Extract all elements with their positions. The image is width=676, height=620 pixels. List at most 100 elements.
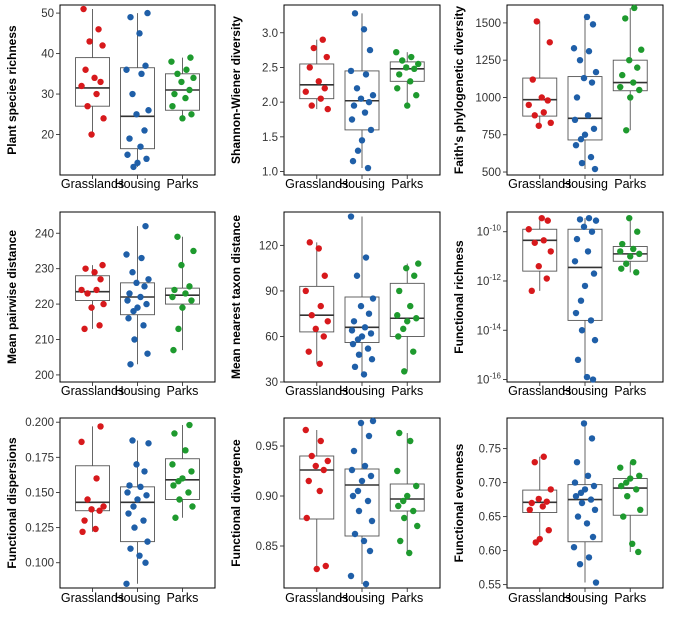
category-label-parks: Parks (166, 177, 198, 191)
point-housing (130, 163, 137, 171)
point-housing (365, 98, 373, 106)
point-grasslands (78, 286, 85, 294)
point-grasslands (529, 76, 536, 83)
point-grasslands (532, 539, 539, 546)
y-axis-label: Mean pairwise distance (5, 230, 19, 364)
point-housing (367, 472, 375, 480)
point-parks (399, 57, 406, 64)
point-parks (627, 94, 634, 101)
point-housing (353, 272, 361, 279)
point-housing (590, 125, 598, 132)
y-tick-label: 0.100 (25, 558, 54, 570)
point-housing (570, 45, 578, 52)
point-parks (617, 464, 624, 471)
point-parks (404, 102, 411, 109)
point-housing (123, 251, 130, 258)
point-parks (624, 493, 631, 500)
point-grasslands (84, 496, 91, 503)
point-housing (589, 533, 597, 541)
point-parks (638, 46, 645, 53)
category-label-grasslands: Grasslands (285, 177, 348, 191)
point-housing (129, 437, 136, 444)
point-housing (591, 506, 599, 513)
point-housing (354, 487, 362, 495)
point-housing (357, 419, 365, 427)
point-housing (361, 324, 369, 331)
y-axis-label: Functional richness (452, 240, 466, 354)
y-tick-label: 3.0 (262, 28, 278, 40)
point-housing (360, 537, 368, 545)
point-parks (170, 346, 177, 354)
category-label-parks: Parks (614, 591, 646, 605)
point-parks (393, 48, 400, 56)
point-housing (571, 258, 579, 265)
point-housing (137, 483, 144, 491)
panel-functional-dispersions: 0.100 0.125 0.150 0.175 0.200 Functional disp… (5, 417, 216, 605)
point-housing (364, 345, 372, 352)
point-parks (633, 486, 640, 493)
point-grasslands (547, 119, 554, 127)
y-tick-label: 10-12 (477, 273, 502, 288)
point-housing (580, 74, 588, 82)
category-label-housing: Housing (339, 591, 385, 605)
point-housing (127, 13, 134, 21)
category-label-housing: Housing (562, 591, 608, 605)
point-housing (145, 440, 152, 447)
point-grasslands (545, 527, 552, 534)
point-parks (174, 70, 181, 78)
point-grasslands (305, 348, 312, 355)
point-housing (353, 85, 361, 92)
point-housing (134, 159, 141, 167)
point-housing (571, 116, 579, 124)
y-tick-label: 750 (482, 130, 501, 142)
y-axis-label: Faith's phylogenetic diversity (452, 6, 466, 175)
point-housing (354, 147, 362, 154)
point-housing (350, 318, 358, 325)
y-tick-label: 1000 (475, 92, 501, 104)
point-parks (633, 269, 640, 276)
point-grasslands (82, 265, 89, 272)
point-parks (619, 71, 626, 79)
point-housing (141, 127, 148, 134)
category-label-grasslands: Grasslands (61, 177, 124, 191)
point-parks (411, 272, 418, 279)
point-housing (574, 356, 582, 364)
point-housing (126, 482, 133, 489)
point-parks (400, 497, 407, 505)
point-grasslands (306, 239, 313, 246)
point-grasslands (78, 82, 85, 90)
point-grasslands (82, 66, 89, 73)
point-parks (169, 293, 176, 301)
point-housing (349, 340, 357, 348)
point-parks (178, 261, 185, 269)
point-grasslands (93, 90, 100, 98)
y-tick-label: 30 (41, 89, 54, 101)
point-grasslands (305, 477, 312, 485)
point-grasslands (538, 214, 545, 222)
point-housing (368, 517, 376, 525)
point-housing (133, 111, 140, 118)
point-parks (171, 286, 178, 294)
point-grasslands (324, 318, 331, 325)
point-housing (124, 151, 131, 158)
point-parks (188, 297, 195, 304)
point-grasslands (88, 304, 95, 311)
point-housing (583, 13, 591, 21)
point-parks (626, 56, 633, 64)
point-grasslands (531, 239, 538, 246)
point-housing (591, 336, 599, 344)
point-housing (348, 466, 356, 474)
point-parks (617, 83, 624, 91)
point-grasslands (321, 85, 328, 92)
point-parks (635, 548, 642, 556)
y-tick-label: 230 (35, 264, 54, 276)
point-grasslands (546, 39, 553, 46)
category-label-housing: Housing (562, 177, 608, 191)
point-housing (571, 479, 579, 486)
y-tick-label: 220 (35, 299, 54, 311)
category-label-grasslands: Grasslands (508, 591, 571, 605)
point-parks (617, 248, 624, 255)
y-tick-label: 90 (265, 286, 278, 298)
point-housing (124, 297, 131, 304)
point-grasslands (302, 88, 309, 95)
